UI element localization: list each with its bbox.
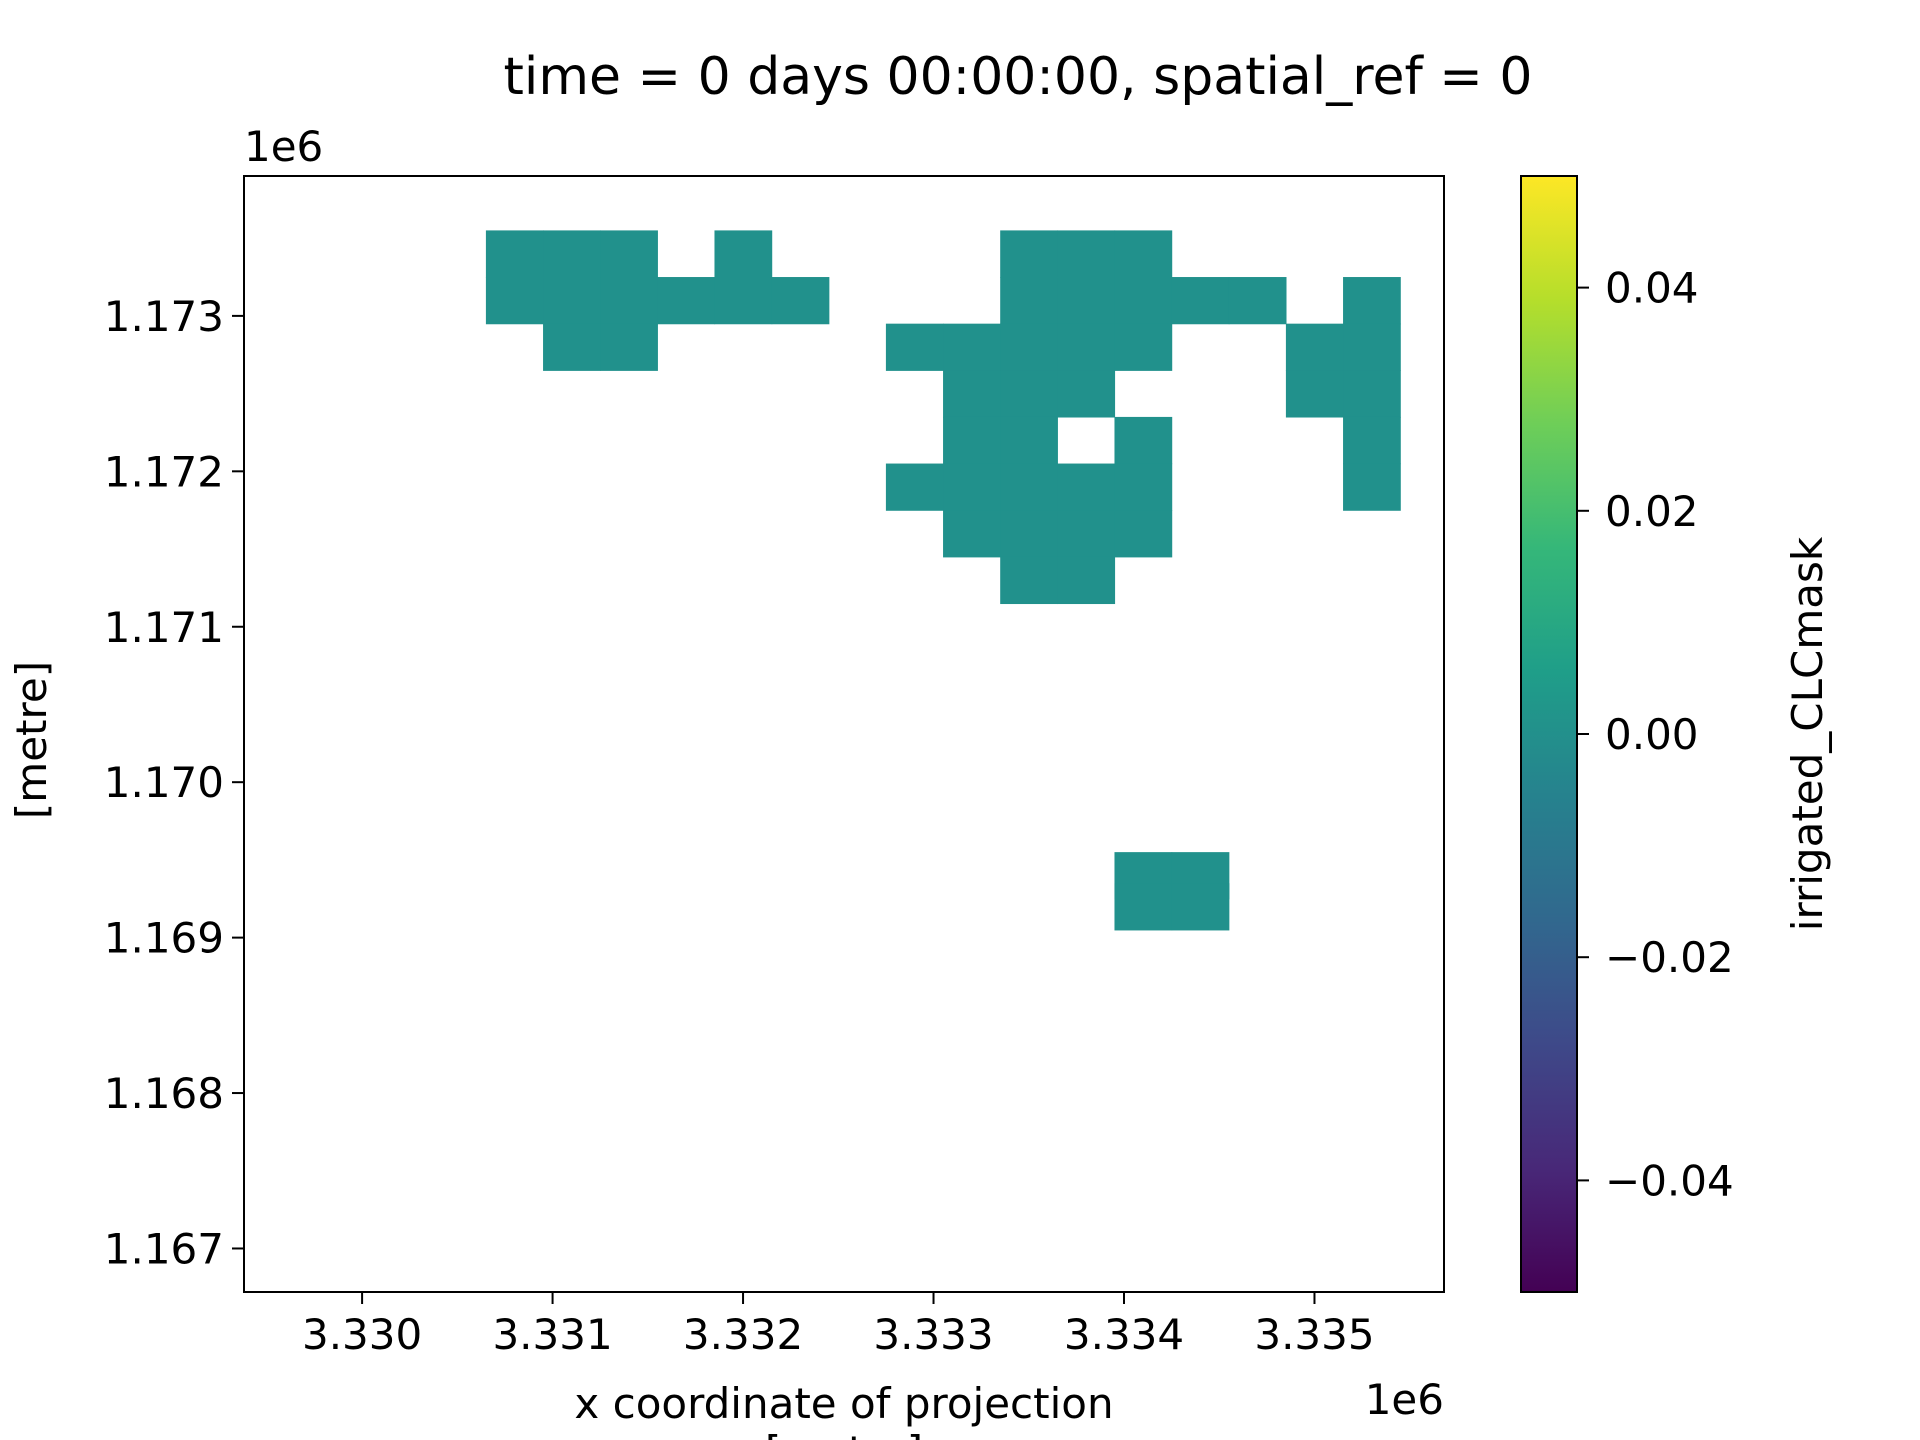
heatmap-cell <box>1057 277 1116 325</box>
x-tick-label: 3.332 <box>683 1310 803 1359</box>
heatmap-cell <box>943 370 1001 418</box>
y-tick-label: 1.168 <box>104 1069 224 1118</box>
heatmap-cell <box>1114 883 1173 931</box>
heatmap-cell <box>1114 463 1173 511</box>
heatmap-cell <box>1057 370 1116 418</box>
heatmap-cell <box>1114 277 1173 325</box>
heatmap-cell <box>657 277 716 325</box>
plot-frame <box>243 175 1445 1293</box>
heatmap-cell <box>1057 230 1116 278</box>
heatmap-cell <box>771 277 830 325</box>
heatmap-cell <box>943 463 1001 511</box>
heatmap-cell <box>1000 510 1058 558</box>
heatmap-cell <box>543 230 601 278</box>
y-tick-label: 1.173 <box>104 292 224 341</box>
heatmap-cell <box>600 323 658 371</box>
heatmap-cell <box>1000 463 1058 511</box>
heatmap-cell <box>1000 323 1058 371</box>
heatmap-cell <box>600 230 658 278</box>
heatmap-cell <box>1057 323 1116 371</box>
y-axis-ticks: 1.167 1.168 1.169 1.170 1.171 1.172 1.173 <box>104 292 244 1273</box>
colorbar-tick-label: −0.02 <box>1605 933 1734 982</box>
y-tick-label: 1.172 <box>104 447 224 496</box>
heatmap-cell <box>1114 323 1173 371</box>
x-axis-label-line1: x coordinate of projection <box>574 1379 1113 1428</box>
heatmap-cell <box>1343 416 1401 465</box>
heatmap-cell <box>1000 416 1058 465</box>
heatmap-cell <box>1000 556 1058 605</box>
heatmap-cell <box>943 323 1001 371</box>
heatmap-cells <box>485 230 1401 931</box>
heatmap-cell <box>543 323 601 371</box>
colorbar-tick-label: −0.04 <box>1605 1156 1734 1205</box>
colorbar-ticks: 0.04 0.02 0.00 −0.02 −0.04 <box>1577 264 1734 1205</box>
heatmap-cell <box>600 277 658 325</box>
colorbar-label: irrigated_CLCmask <box>1783 536 1832 931</box>
heatmap-cell <box>543 277 601 325</box>
x-axis-ticks: 3.330 3.331 3.332 3.333 3.334 3.335 <box>302 1292 1375 1359</box>
y-axis-label: [metre] <box>7 661 56 819</box>
heatmap-cell <box>1114 230 1173 278</box>
heatmap-cell <box>1228 277 1287 325</box>
heatmap-cell <box>485 277 544 325</box>
colorbar-tick-label: 0.04 <box>1605 264 1699 313</box>
heatmap-cell <box>714 277 773 325</box>
colorbar <box>1520 175 1578 1293</box>
y-tick-label: 1.169 <box>104 914 224 963</box>
heatmap-cell <box>1343 463 1401 511</box>
x-offset-label: 1e6 <box>1365 1375 1444 1424</box>
heatmap-cell <box>943 416 1001 465</box>
heatmap-cell <box>885 323 944 371</box>
x-tick-label: 3.330 <box>302 1310 422 1359</box>
x-tick-label: 3.334 <box>1064 1310 1184 1359</box>
chart-title: time = 0 days 00:00:00, spatial_ref = 0 <box>504 47 1533 107</box>
heatmap-cell <box>1285 370 1344 418</box>
heatmap-cell <box>943 510 1001 558</box>
heatmap-cell <box>1343 370 1401 418</box>
heatmap-cell <box>1171 883 1230 931</box>
y-offset-label: 1e6 <box>244 122 323 171</box>
heatmap-cell <box>1000 277 1058 325</box>
heatmap-cell <box>1343 277 1401 325</box>
x-tick-label: 3.333 <box>873 1310 993 1359</box>
x-axis-label-line2: [metre] <box>765 1427 923 1440</box>
x-tick-label: 3.331 <box>492 1310 612 1359</box>
x-tick-label: 3.335 <box>1254 1310 1374 1359</box>
heatmap-cell <box>714 230 773 278</box>
heatmap-cell <box>1000 230 1058 278</box>
heatmap-cell <box>1171 277 1230 325</box>
heatmap-cell <box>885 463 944 511</box>
heatmap-cell <box>1057 510 1116 558</box>
heatmap-cell <box>1114 510 1173 558</box>
heatmap-cell <box>1057 463 1116 511</box>
heatmap-cell <box>485 230 544 278</box>
heatmap-cell <box>1057 556 1116 605</box>
colorbar-tick-label: 0.02 <box>1605 487 1699 536</box>
heatmap-cell <box>1000 370 1058 418</box>
y-tick-label: 1.170 <box>104 758 224 807</box>
heatmap-cell <box>1285 323 1344 371</box>
colorbar-tick-label: 0.00 <box>1605 710 1699 759</box>
heatmap-cell <box>1343 323 1401 371</box>
heatmap-cell <box>1114 416 1173 465</box>
y-tick-label: 1.167 <box>104 1224 224 1273</box>
y-tick-label: 1.171 <box>104 603 224 652</box>
